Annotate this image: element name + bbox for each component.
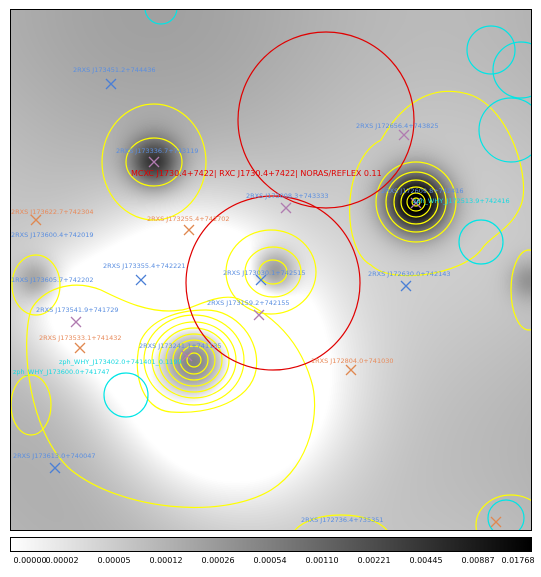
- colorbar-tick-label: 0.00000: [13, 556, 46, 565]
- zph-label: zph_WHY_J172513.9+742416: [413, 197, 510, 205]
- source-label: 2RXS J173541.9+741729: [36, 306, 119, 314]
- source-label: 2RXS J172609.8+742416: [381, 187, 464, 195]
- aperture-circle: [467, 26, 515, 74]
- source-x-marker: [491, 517, 501, 527]
- source-x-marker: [149, 157, 159, 167]
- source-x-marker: [136, 275, 146, 285]
- colorbar: [10, 537, 532, 552]
- colorbar-tick-label: 0.00002: [45, 556, 78, 565]
- source-x-marker: [75, 343, 85, 353]
- source-label: 2RXS J173336.7+743119: [116, 147, 199, 155]
- source-label: 2RXS J172630.0+742143: [368, 270, 451, 278]
- cluster-circle-group: [186, 32, 414, 370]
- aperture-circle: [104, 373, 148, 417]
- source-x-marker: [184, 225, 194, 235]
- zph-label: zph_WHY_J173402.0+741401_0.1199: [59, 358, 182, 366]
- colorbar-tick-label: 0.00221: [357, 556, 390, 565]
- source-label: 2RXS J173255.4+742702: [147, 215, 230, 223]
- contour: [11, 375, 51, 435]
- source-label: 1RXS J173605.7+742202: [11, 276, 94, 284]
- source-x-marker: [401, 281, 411, 291]
- contour: [511, 250, 531, 330]
- contour: [350, 91, 524, 275]
- source-label: 2RXS J173355.4+742221: [103, 262, 186, 270]
- source-label: 2RXS J173159.2+742155: [207, 299, 290, 307]
- overlay-layer: 2RXS J173451.2+744436 2RXS J172656.4+743…: [11, 10, 531, 530]
- source-x-marker: [254, 310, 264, 320]
- colorbar-gradient: [11, 538, 531, 551]
- source-label: 2RXS J173533.1+741432: [39, 334, 122, 342]
- source-label: 2RXS J173600.4+742019: [11, 231, 94, 239]
- source-x-marker: [399, 130, 409, 140]
- source-label: 2RXS J173008.3+743333: [246, 192, 329, 200]
- source-x-marker: [346, 365, 356, 375]
- source-label: 2RXS J173030.1+742515: [223, 269, 306, 277]
- aperture-circle: [493, 42, 531, 98]
- colorbar-tick-label: 0.01768: [501, 556, 534, 565]
- source-label: 2RXS J173622.7+742304: [11, 208, 94, 216]
- zph-label: zph_WHY_J173600.0+741747: [13, 368, 110, 376]
- source-x-marker: [281, 203, 291, 213]
- colorbar-tick-label: 0.00887: [461, 556, 494, 565]
- contour: [187, 353, 201, 367]
- source-x-marker: [106, 79, 116, 89]
- source-x-marker: [71, 317, 81, 327]
- aperture-circle: [479, 98, 531, 162]
- aperture-circle: [145, 10, 177, 24]
- source-label: 2RXS J173241.1+741135: [139, 342, 222, 350]
- contour: [27, 285, 315, 507]
- cluster-r500-circle: [238, 32, 414, 208]
- source-label: 2RXS J173613.0+740047: [13, 452, 96, 460]
- colorbar-tick-label: 0.00445: [409, 556, 442, 565]
- source-x-marker: [31, 215, 41, 225]
- source-label: 2RXS J172736.4+735351: [301, 516, 384, 524]
- colorbar-tick-label: 0.00054: [253, 556, 286, 565]
- colorbar-tick-label: 0.00026: [201, 556, 234, 565]
- source-label: 1RXS J172804.0+741030: [311, 357, 394, 365]
- sky-image-panel: 2RXS J173451.2+744436 2RXS J172656.4+743…: [10, 9, 532, 531]
- cluster-label: MCXC J1730.4+7422| RXC J1730.4+7422| NOR…: [131, 169, 382, 178]
- contour: [180, 346, 208, 374]
- colorbar-tick-label: 0.00005: [97, 556, 130, 565]
- aperture-circle-group: [104, 10, 531, 530]
- aperture-circle: [459, 220, 503, 264]
- source-label: 2RXS J172656.4+743825: [356, 122, 439, 130]
- source-x-marker: [50, 463, 60, 473]
- colorbar-tick-label: 0.00110: [305, 556, 338, 565]
- colorbar-tick-label: 0.00012: [149, 556, 182, 565]
- source-label: 2RXS J173451.2+744436: [73, 66, 156, 74]
